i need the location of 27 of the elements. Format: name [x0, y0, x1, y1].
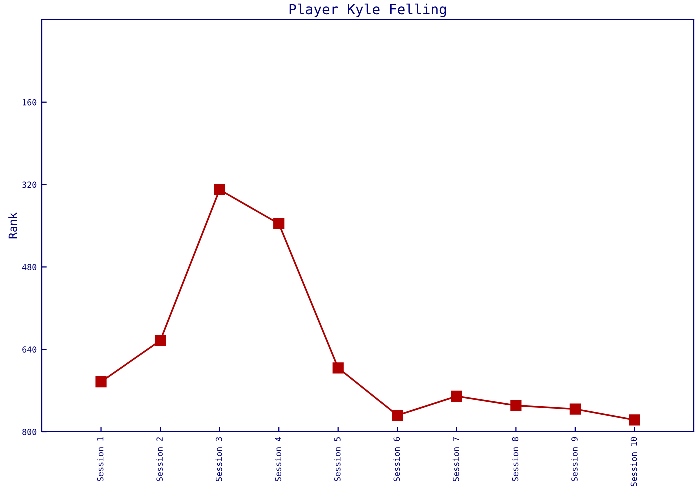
point [392, 410, 404, 422]
y-tick-label: 800 [22, 429, 37, 436]
point [214, 184, 226, 196]
point [451, 390, 462, 402]
y-axis-title: Rank [8, 212, 18, 239]
x-tick-label: Session 8 [512, 437, 519, 482]
chart-title: Player Kyle Felling [290, 4, 446, 18]
x-tick-label: Session 10 [630, 437, 638, 486]
x-tick-label: Session 4 [275, 437, 282, 482]
point [510, 400, 522, 412]
y-tick-label: 160 [23, 99, 37, 106]
x-tick-label: Session 9 [571, 437, 578, 482]
point [154, 335, 166, 346]
point [629, 414, 640, 426]
x-tick-label: Session 7 [452, 437, 460, 482]
x-tick-label: Session 6 [394, 437, 400, 482]
y-tick-label: 320 [22, 182, 37, 188]
x-tick-label: Session 1 [97, 437, 104, 482]
x-tick-label: Session 3 [216, 437, 222, 482]
y-tick-label: 640 [22, 346, 37, 353]
point [570, 404, 582, 415]
x-tick-label: Session 2 [156, 438, 163, 482]
y-tick-label: 480 [22, 264, 37, 271]
x-tick-label: Session 5 [334, 438, 341, 482]
point [96, 376, 107, 388]
point [332, 362, 344, 374]
point [274, 218, 285, 230]
